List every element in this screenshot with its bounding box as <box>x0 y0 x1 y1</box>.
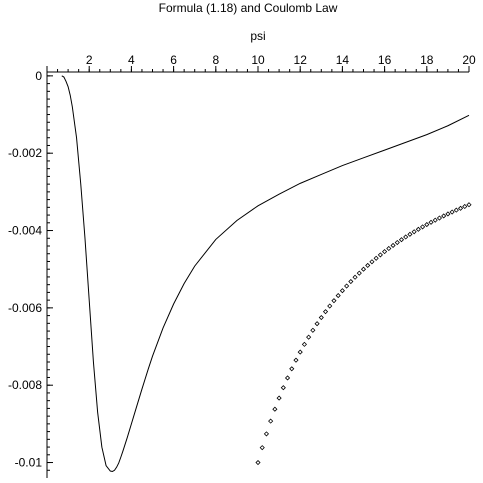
x-tick-label: 18 <box>420 53 434 67</box>
x-tick-label: 12 <box>294 53 308 67</box>
y-tick-label: -0.01 <box>15 456 43 470</box>
coulomb-point <box>398 237 405 243</box>
y-tick-label: -0.002 <box>8 146 42 160</box>
x-tick-label: 4 <box>128 53 135 67</box>
y-tick-label: 0 <box>35 69 42 83</box>
coulomb-point <box>344 283 350 289</box>
coulomb-point <box>284 375 291 381</box>
x-axis-label: psi <box>250 29 265 43</box>
y-tick-label: -0.004 <box>8 224 42 238</box>
coulomb-point <box>263 431 270 437</box>
coulomb-point <box>293 357 299 363</box>
coulomb-point <box>457 205 464 211</box>
coulomb-point <box>424 222 430 228</box>
x-tick-label: 8 <box>212 53 219 67</box>
coulomb-point <box>386 245 392 252</box>
coulomb-point <box>377 252 383 258</box>
coulomb-point <box>356 270 362 276</box>
x-tick-label: 16 <box>378 53 392 67</box>
coulomb-points-series <box>255 202 472 466</box>
chart-title: Formula (1.18) and Coulomb Law <box>159 1 338 15</box>
coulomb-point <box>365 262 371 268</box>
coulomb-point <box>373 255 379 261</box>
coulomb-point <box>301 341 307 347</box>
coulomb-point <box>259 445 265 451</box>
coulomb-point <box>255 459 261 466</box>
coulomb-point <box>268 418 274 424</box>
coulomb-point <box>314 321 320 327</box>
coulomb-point <box>322 309 329 315</box>
coulomb-point <box>466 202 472 208</box>
formula-curve-line <box>61 75 470 472</box>
coulomb-point <box>306 334 312 340</box>
x-tick-label: 6 <box>170 53 177 67</box>
coulomb-point <box>331 298 337 304</box>
coulomb-point <box>390 242 396 249</box>
y-minor-ticks <box>47 75 50 471</box>
coulomb-point <box>360 266 367 272</box>
coulomb-point <box>436 215 443 221</box>
coulomb-point <box>449 209 455 215</box>
y-tick-label: -0.008 <box>8 378 42 392</box>
coulomb-point <box>335 293 341 299</box>
coulomb-point <box>280 385 286 391</box>
coulomb-point <box>369 259 375 265</box>
coulomb-point <box>310 327 316 333</box>
coulomb-point <box>276 395 282 401</box>
y-tick-label: -0.006 <box>8 301 42 315</box>
x-tick-label: 2 <box>86 53 93 67</box>
coulomb-point <box>382 249 388 255</box>
coulomb-point <box>297 349 303 355</box>
coulomb-point <box>428 219 434 225</box>
coulomb-point <box>339 288 345 294</box>
y-tick-labels: 0 -0.002 -0.004 -0.006 -0.008 -0.01 <box>8 69 42 470</box>
coulomb-point <box>407 231 413 237</box>
y-major-ticks <box>47 75 53 464</box>
coulomb-point <box>352 274 358 280</box>
coulomb-point <box>415 226 421 232</box>
coulomb-point <box>445 211 451 217</box>
coulomb-point <box>403 234 409 240</box>
coulomb-point <box>327 303 333 309</box>
x-major-ticks <box>88 66 470 72</box>
coulomb-point <box>272 406 278 412</box>
x-tick-label: 10 <box>251 53 265 67</box>
coulomb-point <box>453 207 459 213</box>
coulomb-point <box>394 239 400 246</box>
coulomb-point <box>420 224 426 230</box>
coulomb-point <box>441 213 447 219</box>
coulomb-point <box>411 229 417 235</box>
coulomb-point <box>432 217 438 223</box>
x-tick-label: 14 <box>336 53 350 67</box>
x-tick-labels: 2 4 6 8 10 12 14 16 18 20 <box>86 53 476 67</box>
coulomb-point <box>289 366 295 372</box>
coulomb-point <box>462 203 468 210</box>
x-tick-label: 20 <box>462 53 476 67</box>
coulomb-point <box>348 278 354 285</box>
coulomb-point <box>318 314 324 321</box>
